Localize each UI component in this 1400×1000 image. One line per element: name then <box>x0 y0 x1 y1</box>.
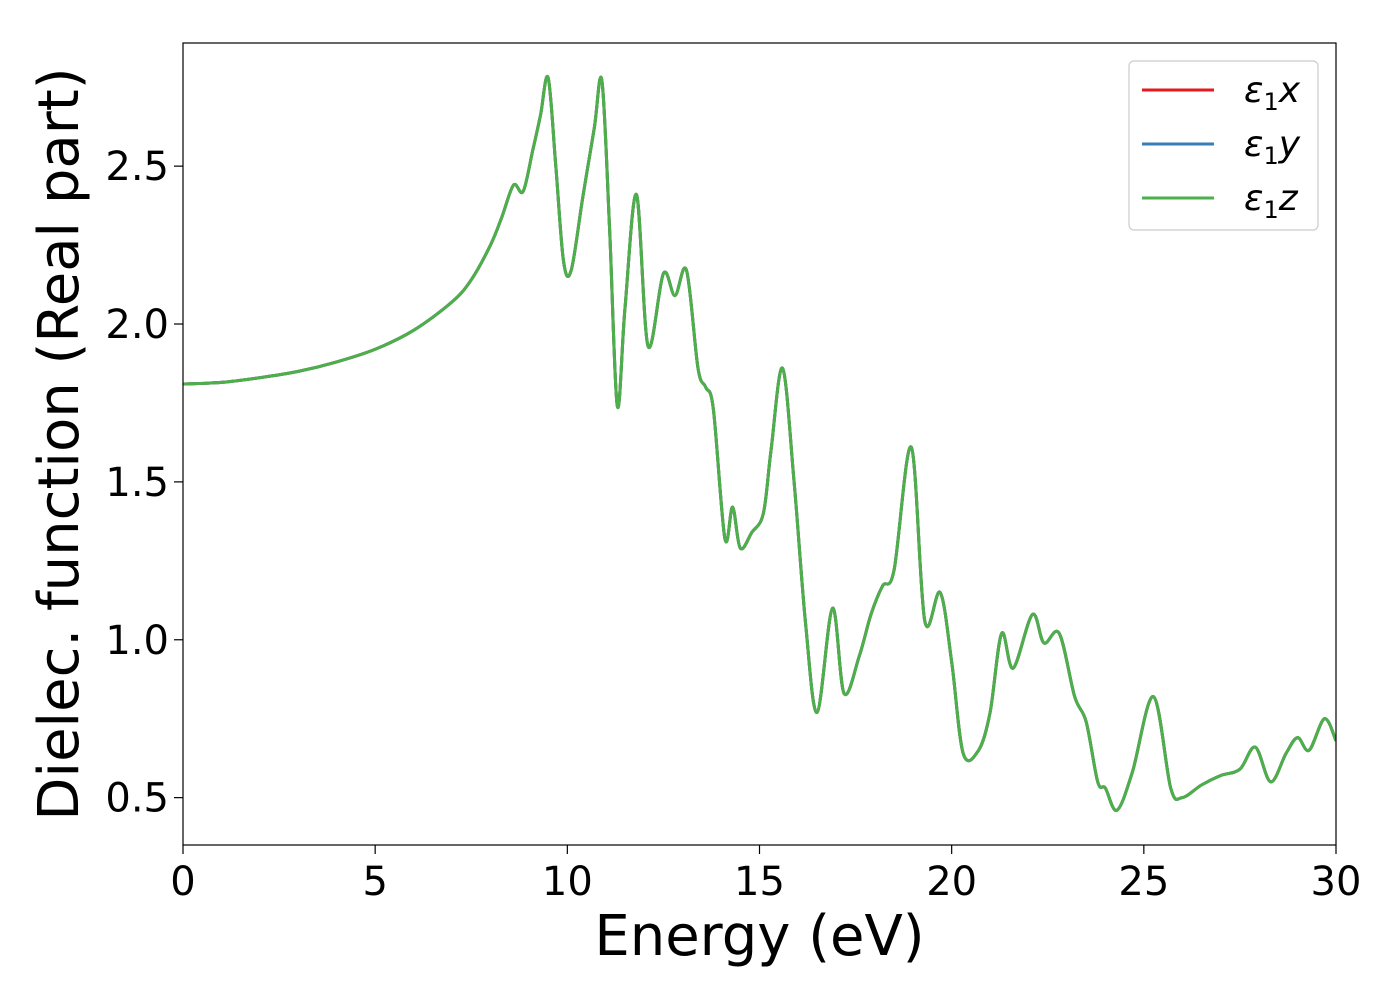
legend-label-y: ε1y <box>1244 124 1301 170</box>
y-tick-label: 2.5 <box>105 144 169 190</box>
x-axis-label: Energy (eV) <box>594 904 924 969</box>
y-tick-label: 1.5 <box>105 460 169 506</box>
x-tick-label: 20 <box>926 859 977 905</box>
legend-box <box>1128 60 1319 231</box>
axes-layer: 0 5 10 15 20 25 30 0.5 1.0 1.5 2.0 2.5 Energy (eV) Di… <box>27 42 1362 969</box>
y-axis-label: Dielec. function (Real part) <box>27 67 92 820</box>
y-tick-label: 1.0 <box>105 618 169 664</box>
y-tick-label: 2.0 <box>105 302 169 348</box>
y-tick-label: 0.5 <box>105 776 169 822</box>
legend: ε1x ε1y ε1z <box>1128 60 1319 231</box>
x-tick-label: 15 <box>734 859 785 905</box>
series-line-z <box>183 74 1336 812</box>
legend-label-z: ε1z <box>1244 178 1299 224</box>
series-layer <box>183 74 1336 812</box>
x-tick-label: 30 <box>1311 859 1362 905</box>
legend-label-x: ε1x <box>1244 70 1301 116</box>
x-tick-label: 0 <box>170 859 195 905</box>
x-tick-label: 10 <box>542 859 593 905</box>
x-tick-label: 25 <box>1118 859 1169 905</box>
x-tick-label: 5 <box>362 859 387 905</box>
